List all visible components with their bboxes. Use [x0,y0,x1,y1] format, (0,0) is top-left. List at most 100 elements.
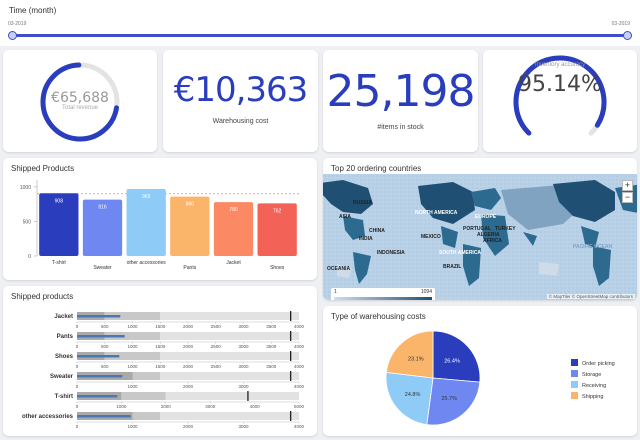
bullet-range-band [160,372,299,380]
bullet-tick-label: 3000 [238,324,249,329]
kpi-inventory-accuracy: Inventory accuracy 95.14% [483,50,637,152]
pie-legend-swatch [571,392,578,399]
bullet-category-label: Pants [57,334,74,340]
bullet-tick-label: 3500 [266,344,277,349]
map-label-south-america: SOUTH AMERICA [439,250,482,256]
bar-shoes[interactable] [257,203,297,256]
bullet-range-band [132,372,161,380]
bullet-value-bar[interactable] [77,355,120,358]
bullet-tick-label: 3000 [238,424,249,429]
bar-value-label: 860 [186,202,195,208]
bullet-category-label: Sweater [50,374,74,380]
pie-slice-order-picking[interactable] [432,330,481,383]
time-filter: Time (month) 03-2019 03-2019 [0,0,640,46]
bullet-value-bar[interactable] [77,335,125,338]
bullet-tick-label: 2000 [183,364,194,369]
bullet-range-band [160,312,299,320]
bar-other-accessories[interactable] [126,189,166,256]
pie-legend-label[interactable]: Shipping [582,394,603,400]
bar-value-label: 780 [229,207,238,213]
bar-y-tick: 1000 [20,185,31,191]
pie-legend-swatch [571,381,578,388]
pie-chart-title: Type of warehousing costs [331,312,426,321]
pie-legend-label[interactable]: Receiving [582,383,606,389]
map-color-legend: 1 1094 [331,288,435,300]
shipped-products-bar-chart: Shipped Products 0 500 1000 908 T-shirt 816 Sw… [3,158,317,280]
map-label-asia: ASIA [339,214,351,220]
bar-jacket[interactable] [213,202,254,256]
bullet-range-band [132,412,161,420]
bullet-tick-label: 2500 [211,324,222,329]
map-label-mexico: MEXICO [421,234,441,240]
bullet-tick-label: 3000 [238,364,249,369]
map-label-pacific-ocean: PACIFIC OCEAN [573,244,613,250]
bullet-tick-label: 2000 [183,424,194,429]
bar-category-label: other accessories [127,260,167,266]
map-landmass-left [323,180,373,284]
bullet-tick-label: 1000 [127,324,138,329]
bullet-value-bar[interactable] [77,415,131,418]
bullet-tick-label: 2500 [211,344,222,349]
bullet-tick-label: 500 [101,364,109,369]
bullet-range-band [165,392,299,400]
bar-chart-plot: 0 500 1000 908 T-shirt 816 Sweater 969 other acc… [20,180,299,271]
slider-handle-end[interactable] [623,31,632,40]
world-map[interactable]: RUSSIA ASIA NORTH AMERICA EUROPE AFRICA … [323,174,637,300]
bar-value-label: 816 [98,205,107,211]
world-map-shapes [323,174,637,300]
bar-t-shirt[interactable] [39,193,79,256]
pie-slice-receiving[interactable] [385,371,434,426]
bullet-value-bar[interactable] [77,315,121,318]
bullet-range-band [104,312,161,320]
bullet-target-marker [290,411,292,421]
bullet-tick-label: 0 [76,344,79,349]
map-label-india: INDIA [359,236,373,242]
pie-slice-label: 24.8% [405,392,421,398]
map-label-russia: RUSSIA [353,200,372,206]
map-label-oceania: OCEANIA [327,266,351,272]
gauge-fill [513,55,607,136]
pie-slice-storage[interactable] [426,377,481,426]
bullet-value-bar[interactable] [77,395,118,398]
bullet-tick-label: 2500 [211,364,222,369]
bullet-tick-label: 1000 [127,424,138,429]
shipped-products-bullet-chart: Shipped products Jacket 0 500 1000 1500 2000 2… [3,286,317,436]
bullet-category-label: Jacket [54,314,73,320]
bullet-range-band [160,332,299,340]
time-range-slider[interactable] [8,31,632,40]
map-legend-max: 1094 [420,289,432,295]
kpi-items-in-stock: 25,198 #items in stock [323,50,478,152]
pie-slice-shipping[interactable] [385,330,434,379]
zoom-out-button[interactable]: − [622,192,633,203]
slider-handle-start[interactable] [8,31,17,40]
bullet-tick-label: 0 [76,324,79,329]
bar-value-label: 969 [142,194,151,200]
map-attribution[interactable]: © MapTiler © OpenStreetMap contributors [546,294,635,299]
map-label-africa: AFRICA [483,238,502,244]
map-legend-min: 1 [334,289,337,295]
bullet-value-bar[interactable] [77,375,123,378]
bullet-tick-label: 2000 [183,344,194,349]
bullet-target-marker [290,351,292,361]
bullet-tick-label: 0 [76,364,79,369]
warehousing-cost-value: €10,363 [173,70,309,110]
bullet-target-marker [247,391,249,401]
bullet-tick-label: 4000 [294,324,305,329]
bullet-tick-label: 1000 [127,384,138,389]
map-label-indonesia: INDONESIA [377,250,405,256]
pie-legend-label[interactable]: Storage [582,372,601,378]
bar-sweater[interactable] [82,199,123,256]
pie-legend-label[interactable]: Order picking [582,361,615,367]
bullet-category-label: other accessories [22,414,74,420]
bar-pants[interactable] [170,196,210,256]
bullet-tick-label: 1500 [155,364,166,369]
bullet-tick-label: 4000 [294,384,305,389]
bullet-tick-label: 1500 [155,344,166,349]
warehousing-costs-pie-chart: Type of warehousing costs 26.4% 25.7% 24.8… [323,306,637,436]
bullet-tick-label: 2000 [183,324,194,329]
zoom-in-button[interactable]: + [622,180,633,191]
total-revenue-label: Total revenue [61,105,99,111]
bullet-range-band [104,332,161,340]
bullet-tick-label: 3500 [266,364,277,369]
bullet-tick-label: 2000 [161,404,172,409]
